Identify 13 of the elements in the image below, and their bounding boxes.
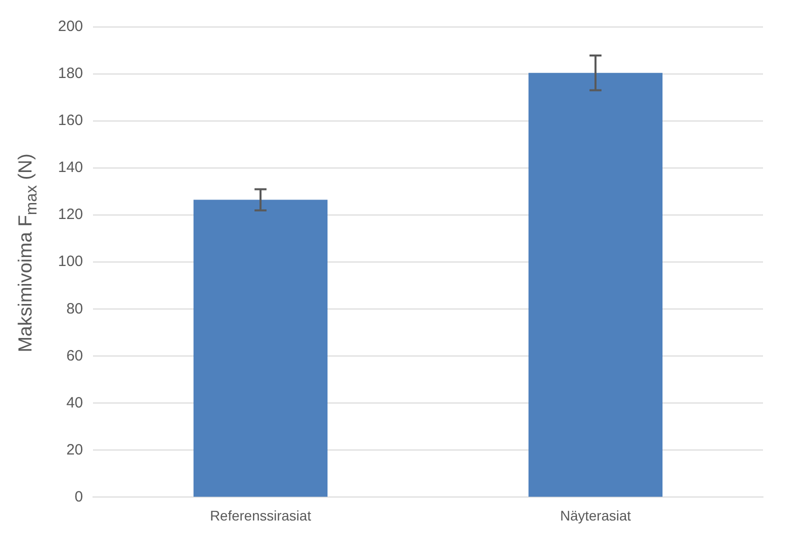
x-tick-label: Referenssirasiat [210, 507, 312, 524]
y-tick-label: 160 [58, 112, 84, 130]
y-tick-label: 20 [66, 441, 84, 458]
y-tick-label: 0 [74, 488, 84, 506]
y-tick-label: 120 [58, 206, 84, 224]
y-tick-label: 40 [66, 394, 84, 412]
y-tick-label: 140 [58, 159, 84, 176]
y-tick-label: 80 [66, 300, 84, 318]
y-tick-label: 180 [58, 65, 84, 82]
y-tick-label: 200 [58, 18, 84, 36]
y-tick-label: 60 [66, 347, 84, 364]
y-tick-label: 100 [58, 253, 84, 270]
x-tick-label: Näyterasiat [560, 507, 632, 524]
